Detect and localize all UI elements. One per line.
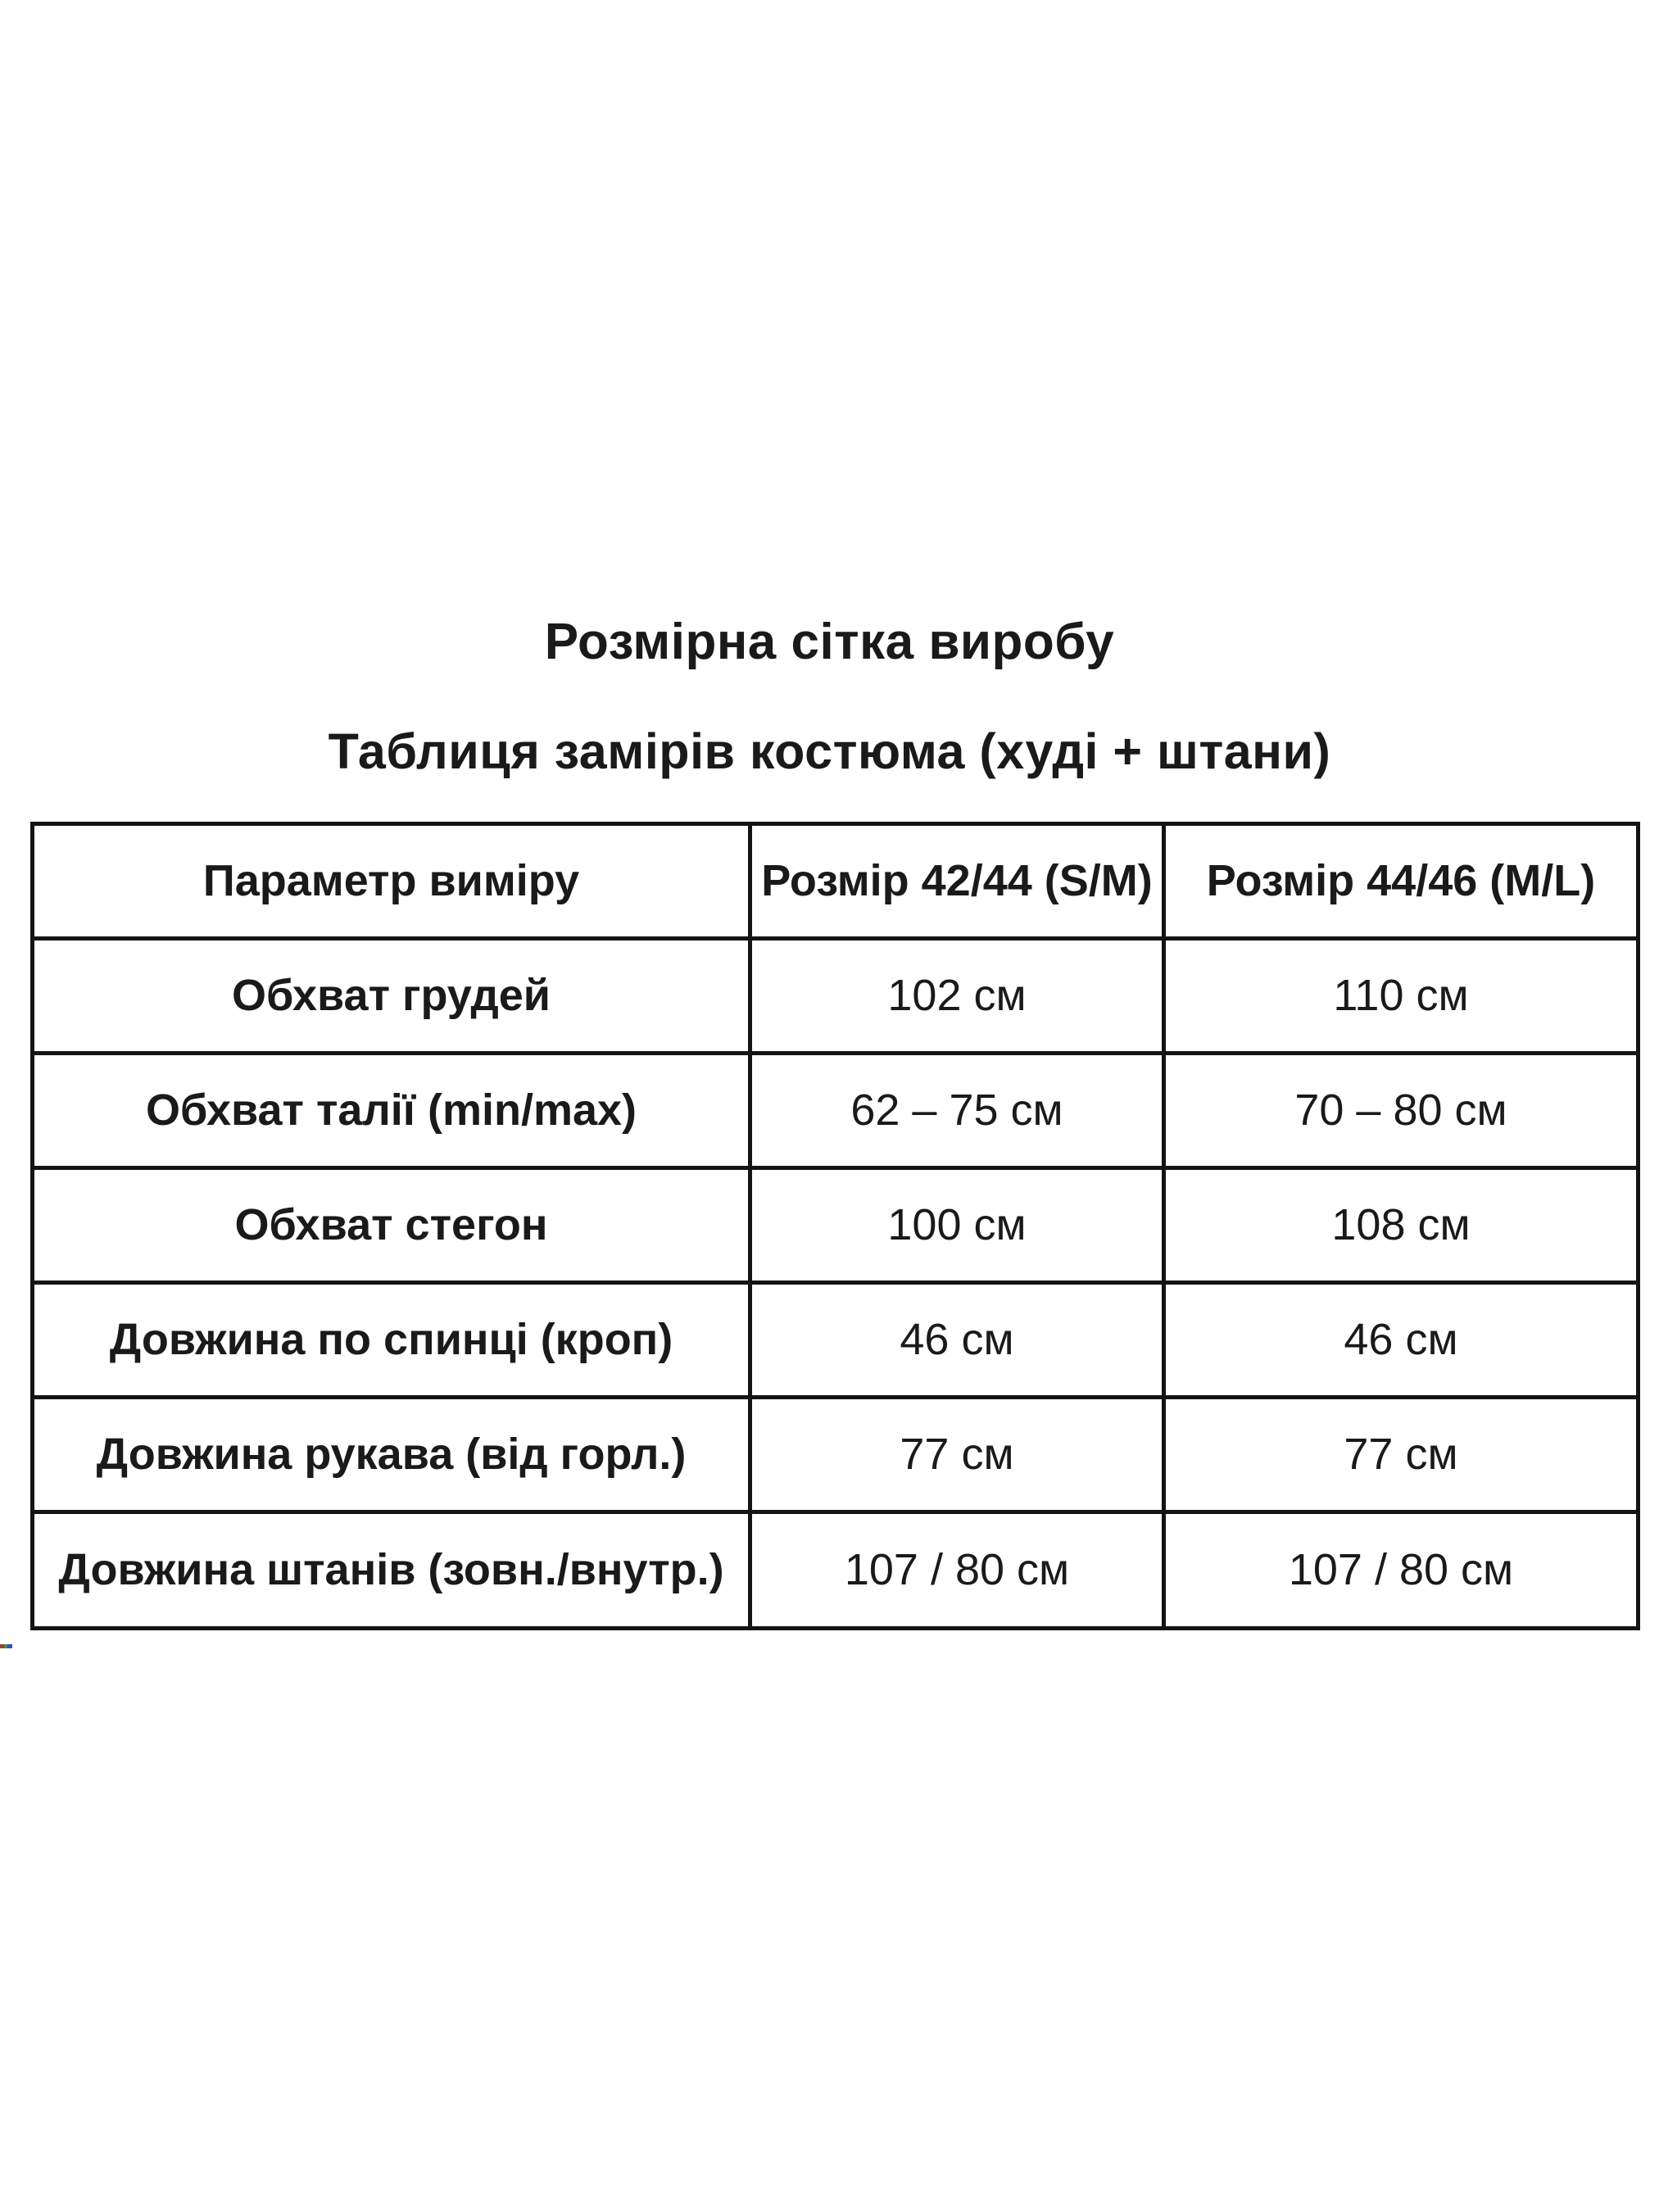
value-size-44-46: 77 см bbox=[1162, 1395, 1640, 1514]
table-row-hips: Обхват стегон 100 см 108 см bbox=[30, 1166, 1640, 1285]
column-header-parameter: Параметр виміру bbox=[30, 822, 752, 941]
parameter-label: Обхват стегон bbox=[30, 1166, 752, 1285]
parameter-label: Обхват грудей bbox=[30, 936, 752, 1055]
parameter-label: Довжина штанів (зовн./внутр.) bbox=[30, 1510, 752, 1630]
value-size-42-44: 62 – 75 см bbox=[748, 1051, 1166, 1170]
section-subtitle: Таблиця замірів костюма (худі + штани) bbox=[328, 723, 1331, 779]
table-row-sleeve-length: Довжина рукава (від горл.) 77 см 77 см bbox=[30, 1395, 1640, 1514]
table-row-back-length: Довжина по спинці (кроп) 46 см 46 см bbox=[30, 1281, 1640, 1399]
value-size-42-44: 46 см bbox=[748, 1281, 1166, 1399]
value-size-44-46: 107 / 80 см bbox=[1162, 1510, 1640, 1630]
table-header-row: Параметр виміру Розмір 42/44 (S/M) Розмі… bbox=[30, 822, 1640, 941]
value-size-44-46: 110 см bbox=[1162, 936, 1640, 1055]
page-title: Розмірна сітка виробу bbox=[544, 614, 1115, 670]
value-size-42-44: 100 см bbox=[748, 1166, 1166, 1285]
edge-artifact bbox=[0, 1644, 12, 1648]
parameter-label: Довжина по спинці (кроп) bbox=[30, 1281, 752, 1399]
value-size-42-44: 107 / 80 см bbox=[748, 1510, 1166, 1630]
column-header-size-44-46: Розмір 44/46 (M/L) bbox=[1162, 822, 1640, 941]
value-size-44-46: 108 см bbox=[1162, 1166, 1640, 1285]
table-row-chest: Обхват грудей 102 см 110 см bbox=[30, 936, 1640, 1055]
parameter-label: Довжина рукава (від горл.) bbox=[30, 1395, 752, 1514]
table-row-waist: Обхват талії (min/max) 62 – 75 см 70 – 8… bbox=[30, 1051, 1640, 1170]
value-size-42-44: 102 см bbox=[748, 936, 1166, 1055]
size-table: Параметр виміру Розмір 42/44 (S/M) Розмі… bbox=[30, 822, 1640, 1630]
value-size-44-46: 46 см bbox=[1162, 1281, 1640, 1399]
value-size-44-46: 70 – 80 см bbox=[1162, 1051, 1640, 1170]
table-row-pants-length: Довжина штанів (зовн./внутр.) 107 / 80 с… bbox=[30, 1510, 1640, 1630]
value-size-42-44: 77 см bbox=[748, 1395, 1166, 1514]
parameter-label: Обхват талії (min/max) bbox=[30, 1051, 752, 1170]
column-header-size-42-44: Розмір 42/44 (S/M) bbox=[748, 822, 1166, 941]
